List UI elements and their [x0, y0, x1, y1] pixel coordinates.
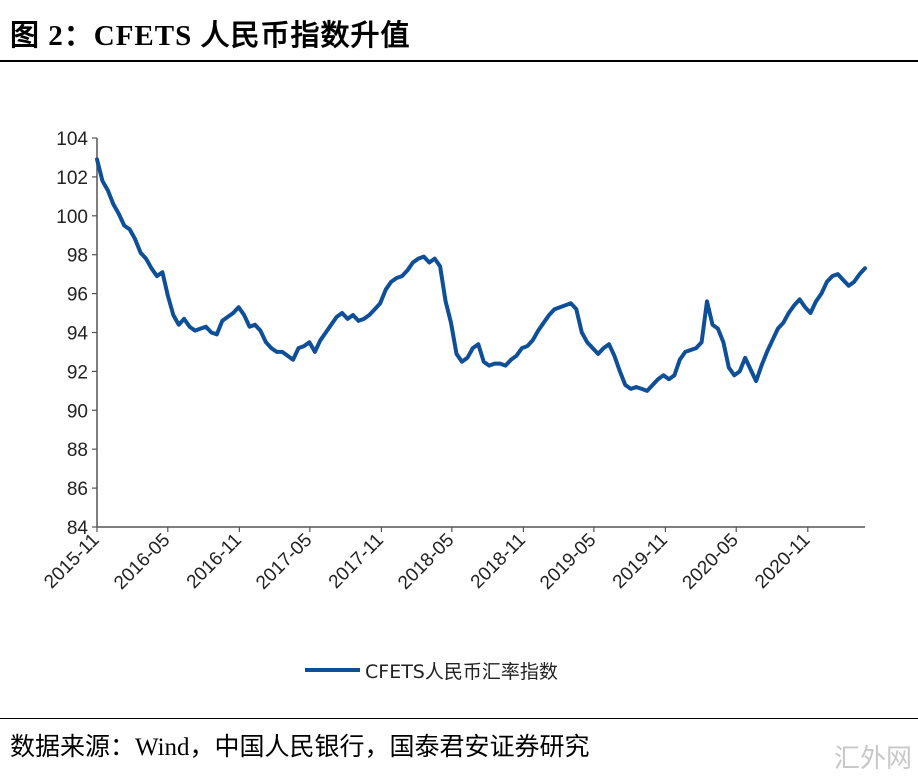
- top-rule: [0, 60, 918, 62]
- x-tick-label: 2019-11: [609, 530, 672, 593]
- x-tick-label: 2020-05: [679, 530, 743, 594]
- x-tick-label: 2018-11: [467, 530, 530, 593]
- x-tick-label: 2016-05: [110, 530, 174, 594]
- y-tick-label: 100: [56, 207, 88, 228]
- y-axis: 104 102 100 98 96 94 92 90 88 86 84: [56, 129, 98, 539]
- data-source-note: 数据来源：Wind，中国人民银行，国泰君安证券研究: [10, 734, 590, 761]
- x-tick-label: 2017-05: [252, 530, 316, 594]
- y-tick-label: 86: [67, 479, 88, 500]
- x-tick-label: 2020-11: [751, 530, 814, 593]
- x-tick-label: 2017-11: [325, 530, 388, 593]
- figure-title: 图 2：CFETS 人民币指数升值: [10, 20, 411, 52]
- bottom-rule: [0, 718, 918, 719]
- y-tick-label: 84: [67, 518, 89, 539]
- y-tick-label: 102: [56, 168, 88, 189]
- x-tick-label: 2015-11: [40, 530, 103, 593]
- y-tick-label: 94: [67, 324, 89, 345]
- x-tick-label: 2019-05: [536, 530, 600, 594]
- watermark-logo: 汇外网: [833, 744, 912, 774]
- y-tick-label: 90: [67, 401, 88, 422]
- series-line: [95, 157, 867, 393]
- x-axis: 2015-11 2016-05 2016-11 2017-05 2017-11 2018-…: [40, 526, 865, 594]
- x-tick-label: 2018-05: [394, 530, 458, 594]
- y-tick-label: 88: [67, 440, 88, 461]
- x-tick-label: 2016-11: [183, 530, 246, 593]
- legend-label: CFETS人民币汇率指数: [365, 661, 558, 683]
- plot-area: [95, 157, 867, 393]
- y-tick-label: 92: [67, 362, 88, 383]
- legend: CFETS人民币汇率指数: [305, 661, 558, 683]
- y-tick-label: 104: [56, 129, 88, 150]
- y-tick-label: 96: [67, 285, 88, 306]
- y-tick-label: 98: [67, 246, 88, 267]
- line-chart: 104 102 100 98 96 94 92 90 88 86 84 2015-11 2016-05…: [40, 129, 867, 683]
